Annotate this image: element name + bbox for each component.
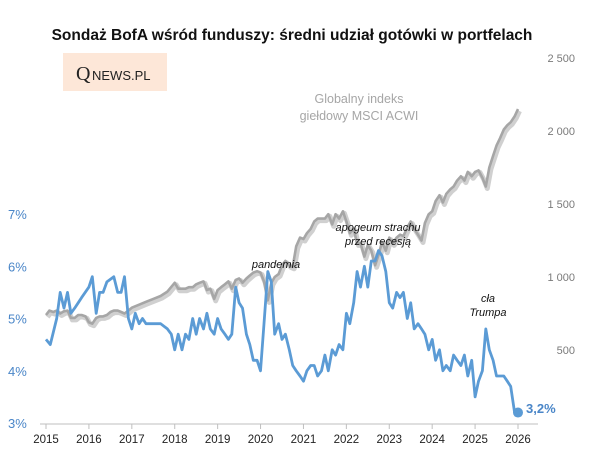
x-tick-label: 2019 <box>205 434 231 446</box>
index-label-line-1: Globalny indeks <box>315 92 404 106</box>
x-tick-label: 2025 <box>462 434 488 446</box>
index-label-line-2: giełdowy MSCI ACWI <box>300 109 419 123</box>
x-tick-label: 2022 <box>334 434 360 446</box>
y-left-tick-label: 7% <box>8 207 27 222</box>
chart-title: Sondaż BofA wśród funduszy: średni udzia… <box>52 27 533 44</box>
x-tick-label: 2016 <box>76 434 102 446</box>
annotation-recesja-line-1: apogeum strachu <box>336 222 421 234</box>
annotation-trump-line-1: cła <box>481 293 495 305</box>
y-right-tick-label: 1 000 <box>547 272 575 284</box>
logo-mark: Q <box>76 63 91 85</box>
x-tick-label: 2023 <box>376 434 402 446</box>
logo-text: NEWS.PL <box>92 68 151 83</box>
x-tick-label: 2026 <box>505 434 531 446</box>
y-left-tick-label: 4% <box>8 364 27 379</box>
x-tick-label: 2015 <box>33 434 59 446</box>
cash-end-point <box>513 407 523 418</box>
annotation-recesja-line-2: przed recesją <box>344 236 411 248</box>
x-tick-label: 2018 <box>162 434 188 446</box>
y-left-tick-label: 5% <box>8 312 27 327</box>
y-right-tick-label: 2 500 <box>547 53 575 65</box>
end-value-label: 3,2% <box>526 401 556 416</box>
y-right-tick-label: 1 500 <box>547 199 575 211</box>
logo: Q NEWS.PL <box>63 53 167 91</box>
logo-background <box>63 53 167 91</box>
y-right-tick-label: 500 <box>557 345 575 357</box>
cash-series-line <box>44 249 518 415</box>
annotation-trump-line-2: Trumpa <box>469 307 506 319</box>
x-tick-label: 2021 <box>291 434 317 446</box>
index-label: Globalny indeks giełdowy MSCI ACWI <box>300 92 419 123</box>
annotation-pandemia: pandemia <box>251 259 300 271</box>
index-series-line <box>44 108 520 326</box>
y-right-tick-label: 2 000 <box>547 126 575 138</box>
x-tick-label: 2020 <box>248 434 274 446</box>
x-tick-label: 2017 <box>119 434 145 446</box>
x-tick-label: 2024 <box>419 434 445 446</box>
y-left-tick-label: 3% <box>8 416 27 431</box>
y-left-tick-label: 6% <box>8 259 27 274</box>
